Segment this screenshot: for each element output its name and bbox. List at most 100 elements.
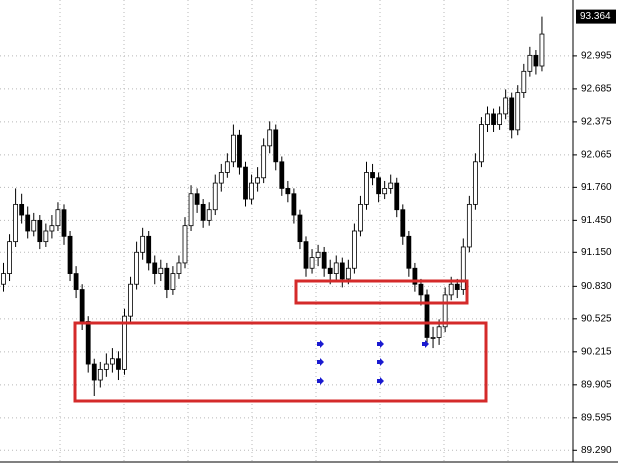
current-price-label: 93.364 — [580, 11, 611, 22]
candle — [194, 188, 200, 213]
candle-body — [37, 219, 43, 243]
candle-body — [424, 294, 430, 338]
candle — [255, 167, 261, 192]
candle — [285, 180, 291, 203]
candle-body — [182, 225, 188, 264]
candle-body — [261, 145, 267, 179]
candle-body — [539, 33, 545, 67]
y-tick-label: 92.065 — [581, 150, 612, 161]
arrow-markers — [317, 340, 429, 385]
candle — [376, 172, 382, 203]
candle-body — [460, 246, 466, 290]
candle-body — [19, 203, 25, 216]
candle-body — [273, 129, 279, 163]
candle — [394, 177, 400, 218]
candle — [37, 215, 43, 250]
candle-body — [188, 193, 194, 227]
candle-body — [164, 267, 170, 290]
candle — [315, 244, 321, 267]
candle — [503, 89, 509, 120]
candle — [7, 234, 12, 282]
candle — [49, 215, 55, 239]
candle — [224, 153, 230, 178]
candle — [31, 212, 37, 237]
candle — [351, 223, 357, 274]
candle-body — [448, 283, 454, 296]
candle-body — [436, 326, 442, 338]
candle-body — [7, 241, 12, 274]
candle-body — [1, 273, 6, 285]
candle — [152, 255, 158, 285]
candle-body — [442, 294, 448, 328]
candle — [364, 161, 369, 210]
candle-body — [176, 262, 182, 274]
candle — [515, 85, 521, 136]
zone-box — [73, 321, 488, 403]
candle-body — [43, 230, 49, 243]
annotations — [73, 279, 488, 403]
candle-body — [376, 177, 382, 195]
candle-body — [345, 267, 351, 280]
arrow — [317, 358, 324, 366]
candle-body — [116, 358, 121, 370]
candle-body — [370, 172, 375, 179]
candle — [497, 106, 503, 130]
candle-body — [49, 225, 55, 232]
candle-body — [103, 363, 109, 370]
candle-body — [170, 273, 176, 290]
arrow — [317, 377, 324, 385]
candle-body — [321, 251, 327, 269]
candle-body — [297, 214, 303, 243]
candle — [43, 223, 49, 247]
candle — [200, 199, 206, 228]
candle — [188, 185, 194, 231]
candle — [333, 255, 339, 282]
y-tick-label: 89.595 — [581, 412, 612, 423]
candle — [509, 92, 515, 139]
candle — [110, 348, 115, 373]
candle — [406, 231, 412, 277]
candle-body — [249, 182, 254, 200]
candle-body — [533, 54, 539, 67]
candle — [533, 50, 539, 75]
candle-body — [430, 337, 436, 339]
candle-body — [97, 368, 103, 381]
candle — [134, 241, 140, 290]
candle-body — [230, 134, 236, 163]
candle-body — [267, 129, 273, 147]
candle-body — [237, 134, 242, 168]
candle — [85, 316, 91, 373]
candle — [527, 46, 533, 77]
candle — [91, 358, 97, 396]
candle-body — [527, 54, 533, 72]
candle — [370, 163, 375, 186]
candle — [140, 227, 146, 260]
candle-body — [13, 203, 19, 243]
candle-body — [85, 321, 91, 365]
candle — [170, 266, 176, 295]
candle — [164, 262, 170, 299]
candle — [261, 138, 267, 184]
candle-body — [327, 267, 333, 274]
candle — [273, 124, 279, 171]
candle — [388, 174, 394, 194]
y-tick-label: 90.215 — [581, 346, 612, 357]
candle-body — [122, 315, 127, 370]
candle — [13, 188, 19, 247]
candle — [55, 202, 61, 231]
zone-box — [294, 279, 469, 305]
candle-body — [497, 113, 503, 125]
candle — [182, 217, 188, 269]
candle-body — [351, 230, 357, 269]
candle — [67, 231, 73, 282]
candle-body — [339, 262, 345, 280]
candle — [176, 255, 182, 279]
candle — [116, 351, 121, 381]
candle — [521, 63, 527, 98]
y-tick-label: 91.450 — [581, 215, 612, 226]
candle-body — [291, 193, 297, 216]
candle-body — [91, 363, 97, 381]
candle-body — [200, 203, 206, 221]
